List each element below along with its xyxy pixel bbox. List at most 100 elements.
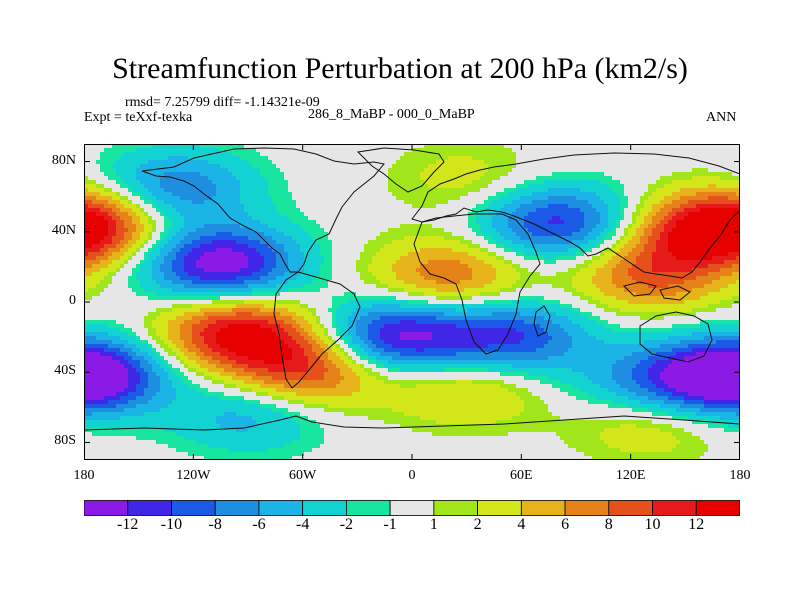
contour-cell	[476, 176, 481, 181]
contour-cell	[392, 236, 397, 241]
contour-cell	[516, 196, 521, 201]
contour-cell	[196, 236, 201, 241]
contour-cell	[592, 256, 597, 261]
contour-cell	[116, 220, 121, 225]
contour-cell	[432, 160, 437, 165]
contour-cell	[560, 164, 565, 169]
contour-cell	[640, 220, 645, 225]
contour-cell	[456, 192, 461, 197]
contour-cell	[204, 220, 209, 225]
contour-cell	[352, 204, 357, 209]
contour-cell	[180, 252, 185, 257]
contour-cell	[272, 180, 277, 185]
contour-cell	[572, 204, 577, 209]
contour-cell	[240, 212, 245, 217]
contour-cell	[616, 216, 621, 221]
contour-cell	[124, 236, 129, 241]
contour-cell	[556, 232, 561, 237]
contour-cell	[492, 200, 497, 205]
contour-cell	[552, 160, 557, 165]
contour-cell	[616, 168, 621, 173]
contour-cell	[196, 224, 201, 229]
contour-cell	[444, 216, 449, 221]
contour-cell	[284, 208, 289, 213]
contour-cell	[224, 248, 229, 253]
contour-cell	[216, 188, 221, 193]
contour-cell	[472, 176, 477, 181]
contour-cell	[668, 232, 673, 237]
contour-cell	[732, 224, 737, 229]
contour-cell	[380, 144, 385, 149]
contour-cell	[508, 196, 513, 201]
contour-cell	[412, 192, 417, 197]
contour-cell	[600, 224, 605, 229]
contour-cell	[416, 244, 421, 249]
contour-cell	[676, 160, 681, 165]
contour-cell	[456, 212, 461, 217]
contour-cell	[228, 208, 233, 213]
contour-cell	[544, 216, 549, 221]
contour-cell	[168, 160, 173, 165]
contour-cell	[168, 176, 173, 181]
contour-cell	[668, 248, 673, 253]
contour-cell	[536, 188, 541, 193]
contour-cell	[116, 144, 121, 149]
contour-cell	[296, 196, 301, 201]
contour-cell	[284, 156, 289, 161]
contour-cell	[480, 208, 485, 213]
contour-cell	[160, 204, 165, 209]
contour-cell	[608, 240, 613, 245]
contour-cell	[172, 252, 177, 257]
contour-cell	[220, 156, 225, 161]
contour-cell	[640, 196, 645, 201]
contour-cell	[116, 176, 121, 181]
contour-cell	[512, 168, 517, 173]
contour-cell	[240, 220, 245, 225]
contour-cell	[680, 240, 685, 245]
contour-cell	[196, 188, 201, 193]
contour-cell	[612, 212, 617, 217]
contour-cell	[392, 176, 397, 181]
contour-cell	[324, 244, 329, 249]
contour-cell	[452, 208, 457, 213]
contour-cell	[632, 152, 637, 157]
contour-cell	[332, 204, 337, 209]
contour-cell	[500, 244, 505, 249]
contour-cell	[500, 184, 505, 189]
contour-cell	[344, 264, 349, 269]
contour-cell	[468, 144, 473, 149]
contour-cell	[88, 144, 93, 149]
contour-cell	[96, 176, 101, 181]
contour-cell	[212, 200, 217, 205]
contour-cell	[532, 172, 537, 177]
contour-cell	[620, 192, 625, 197]
contour-cell	[272, 212, 277, 217]
contour-cell	[360, 236, 365, 241]
contour-cell	[292, 236, 297, 241]
contour-cell	[728, 244, 733, 249]
contour-cell	[96, 196, 101, 201]
contour-cell	[140, 200, 145, 205]
contour-cell	[640, 164, 645, 169]
contour-cell	[232, 148, 237, 153]
contour-cell	[476, 208, 481, 213]
contour-cell	[276, 240, 281, 245]
contour-cell	[504, 248, 509, 253]
contour-cell	[588, 204, 593, 209]
contour-cell	[280, 188, 285, 193]
contour-cell	[560, 216, 565, 221]
contour-cell	[472, 192, 477, 197]
contour-cell	[452, 192, 457, 197]
contour-cell	[276, 148, 281, 153]
contour-cell	[636, 196, 641, 201]
contour-cell	[84, 204, 89, 209]
contour-cell	[468, 252, 473, 257]
contour-cell	[704, 184, 709, 189]
contour-cell	[224, 260, 229, 265]
contour-cell	[400, 260, 405, 265]
contour-cell	[308, 204, 313, 209]
contour-cell	[148, 220, 153, 225]
contour-cell	[296, 264, 301, 269]
contour-cell	[100, 172, 105, 177]
contour-cell	[724, 196, 729, 201]
